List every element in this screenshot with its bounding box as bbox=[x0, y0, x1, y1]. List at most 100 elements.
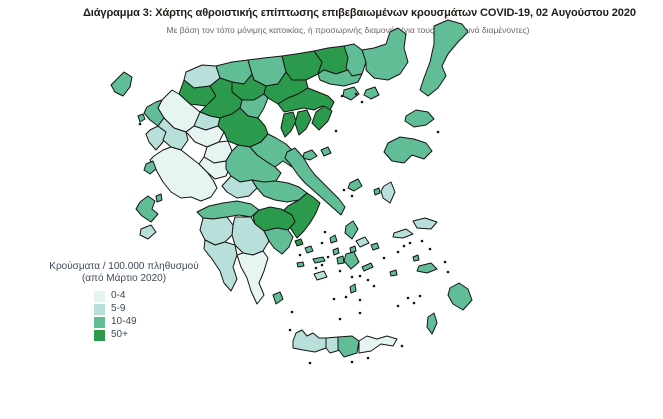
region-chalkidiki bbox=[277, 87, 335, 113]
region-tinos bbox=[355, 236, 370, 248]
islet bbox=[358, 274, 362, 278]
region-boeotia bbox=[251, 179, 308, 203]
islet bbox=[366, 278, 370, 282]
islet bbox=[420, 239, 424, 243]
legend-item: 5-9 bbox=[94, 303, 220, 315]
region-messinia bbox=[203, 239, 238, 292]
legend-item: 10-49 bbox=[94, 316, 220, 328]
islet bbox=[323, 230, 327, 234]
region-achaia bbox=[196, 200, 260, 220]
islet bbox=[288, 328, 292, 332]
region-crete-lasithi bbox=[358, 335, 398, 354]
islet bbox=[396, 304, 400, 308]
region-kythnos bbox=[332, 247, 340, 256]
legend-label: 50+ bbox=[111, 329, 128, 341]
islet bbox=[402, 244, 406, 248]
region-samos bbox=[412, 217, 438, 230]
islet bbox=[290, 310, 294, 314]
region-evros bbox=[419, 19, 469, 97]
islet bbox=[408, 241, 412, 245]
region-spetses bbox=[296, 261, 305, 268]
region-milos bbox=[313, 270, 328, 281]
region-samothraki bbox=[363, 86, 380, 100]
legend-item: 0-4 bbox=[94, 290, 220, 302]
region-aegina bbox=[304, 245, 314, 254]
region-lefkada bbox=[143, 160, 157, 175]
islet bbox=[366, 356, 370, 360]
islet bbox=[308, 361, 312, 365]
region-kavala bbox=[317, 69, 363, 87]
legend-swatch bbox=[94, 329, 105, 341]
region-syros bbox=[349, 245, 357, 254]
islet bbox=[320, 263, 324, 267]
islet bbox=[350, 194, 354, 198]
islet bbox=[443, 260, 447, 264]
region-thasos bbox=[342, 86, 360, 101]
legend-swatch bbox=[94, 316, 105, 328]
legend-title-line1: Κρούσματα / 100.000 πληθυσμού bbox=[49, 261, 199, 272]
region-santorini bbox=[349, 283, 357, 294]
region-paxoi bbox=[137, 113, 146, 123]
region-astypalea bbox=[389, 269, 398, 277]
islet bbox=[436, 130, 440, 134]
region-alonissos bbox=[320, 146, 332, 157]
islet bbox=[334, 129, 338, 133]
legend-swatch bbox=[94, 303, 105, 315]
legend: Κρούσματα / 100.000 πληθυσμού (από Μάρτι… bbox=[28, 261, 220, 343]
region-sithonia bbox=[294, 109, 312, 136]
islet bbox=[428, 247, 432, 251]
region-kythira bbox=[272, 291, 284, 305]
region-rhodes bbox=[447, 282, 473, 311]
region-naxos bbox=[343, 251, 360, 270]
region-paros bbox=[336, 255, 345, 265]
islet bbox=[342, 188, 346, 192]
legend-label: 10-49 bbox=[111, 316, 137, 328]
islet bbox=[338, 317, 342, 321]
islet bbox=[360, 100, 364, 104]
region-zakynthos bbox=[139, 224, 157, 240]
islet bbox=[396, 250, 400, 254]
legend-title: Κρούσματα / 100.000 πληθυσμού (από Μάρτι… bbox=[28, 261, 220, 285]
region-aetolia-acarnania bbox=[149, 146, 218, 202]
islet bbox=[298, 253, 302, 257]
region-limnos bbox=[404, 109, 435, 128]
region-kefalonia bbox=[135, 195, 159, 223]
islet bbox=[340, 94, 344, 98]
legend-swatch bbox=[94, 290, 105, 302]
islet bbox=[418, 294, 422, 298]
region-lesbos bbox=[383, 136, 433, 164]
islet bbox=[138, 122, 142, 126]
region-hydra bbox=[312, 256, 326, 264]
islet bbox=[372, 284, 376, 288]
islet bbox=[350, 275, 354, 279]
region-crete-chania bbox=[292, 329, 327, 353]
region-amorgos bbox=[361, 262, 374, 272]
region-corfu bbox=[110, 71, 133, 97]
islet bbox=[350, 360, 354, 364]
islet bbox=[406, 296, 410, 300]
figure-title: Διάγραμμα 3: Χάρτης αθροιστικής επίπτωση… bbox=[83, 7, 636, 19]
region-psara bbox=[373, 187, 381, 196]
islet bbox=[338, 269, 342, 273]
region-karpathos bbox=[426, 312, 438, 335]
islet bbox=[332, 297, 336, 301]
legend-items: 0-4 5-9 10-49 50+ bbox=[28, 290, 220, 341]
islet bbox=[320, 241, 324, 245]
islet bbox=[400, 344, 404, 348]
legend-label: 5-9 bbox=[111, 303, 126, 315]
islet bbox=[354, 92, 358, 96]
region-salamina bbox=[294, 238, 304, 247]
region-kalymnos bbox=[412, 254, 420, 262]
region-kassandra bbox=[280, 111, 297, 138]
islet bbox=[344, 295, 348, 299]
region-ikaria bbox=[392, 228, 414, 239]
figure-subtitle: Με βάση τον τόπο μόνιμης κατοικίας, ή πρ… bbox=[166, 25, 530, 35]
islet bbox=[382, 256, 386, 260]
islet bbox=[446, 270, 450, 274]
islet bbox=[358, 298, 362, 302]
islet bbox=[314, 266, 318, 270]
region-kos bbox=[416, 262, 438, 274]
islet bbox=[358, 311, 362, 315]
region-crete-heraklion bbox=[337, 335, 360, 358]
